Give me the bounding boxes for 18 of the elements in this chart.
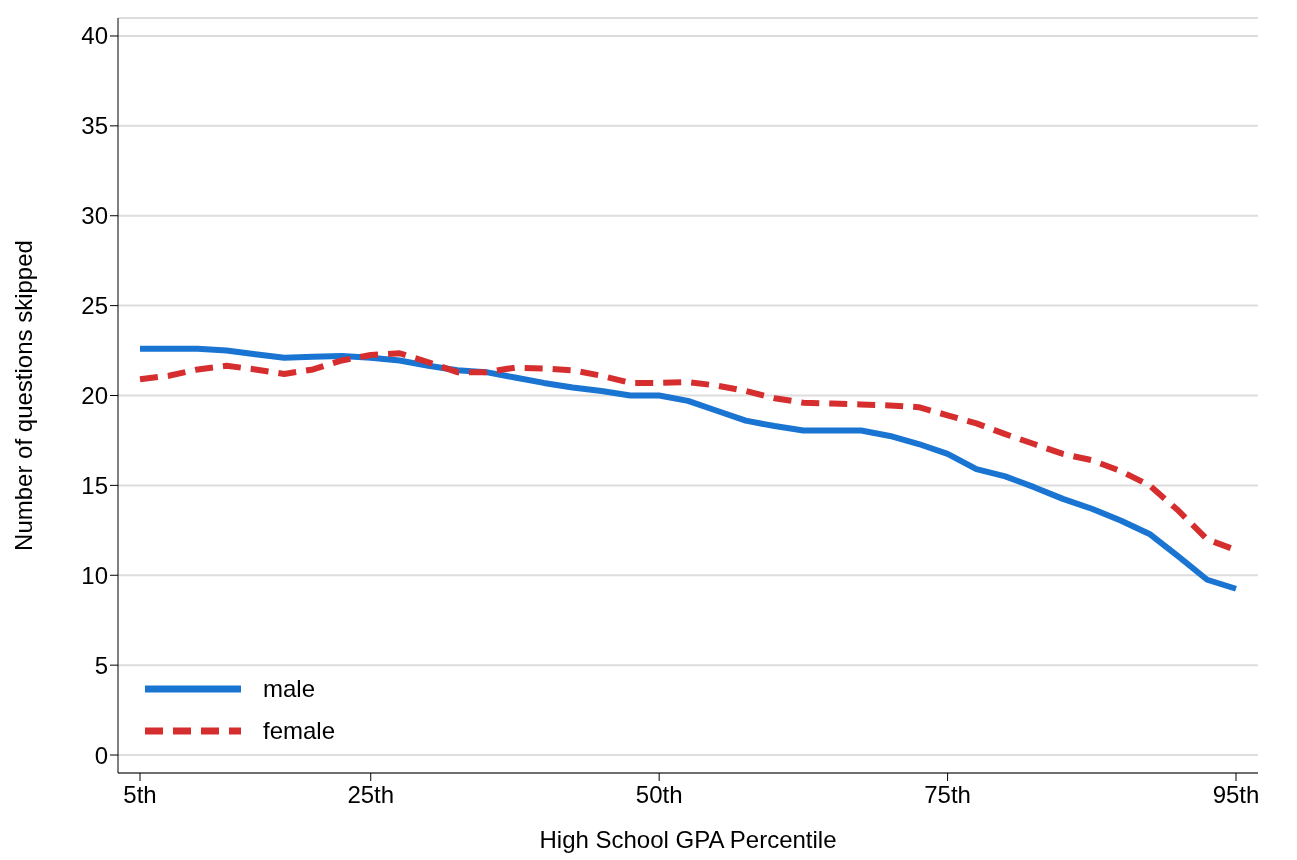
y-tick-label: 0 — [94, 741, 108, 769]
y-tick-label: 10 — [81, 561, 108, 589]
x-tick-label: 50th — [635, 781, 683, 808]
y-tick-label: 35 — [81, 112, 108, 140]
y-axis-title: Number of questions skipped — [9, 240, 37, 551]
x-tick-label: 5th — [123, 781, 157, 808]
y-tick-label: 30 — [81, 202, 108, 230]
x-tick-label: 25th — [347, 781, 395, 808]
y-tick-label: 40 — [81, 22, 108, 50]
x-tick-label: 75th — [924, 781, 971, 808]
y-tick-label: 25 — [81, 292, 108, 320]
legend-label: male — [263, 674, 316, 704]
y-tick-label: 20 — [81, 382, 108, 410]
y-tick-label: 5 — [94, 651, 108, 679]
y-tick-label: 15 — [81, 471, 108, 499]
x-axis-title: High School GPA Percentile — [539, 826, 837, 853]
legend-label: female — [263, 716, 336, 746]
x-tick-label: 95th — [1212, 781, 1260, 808]
